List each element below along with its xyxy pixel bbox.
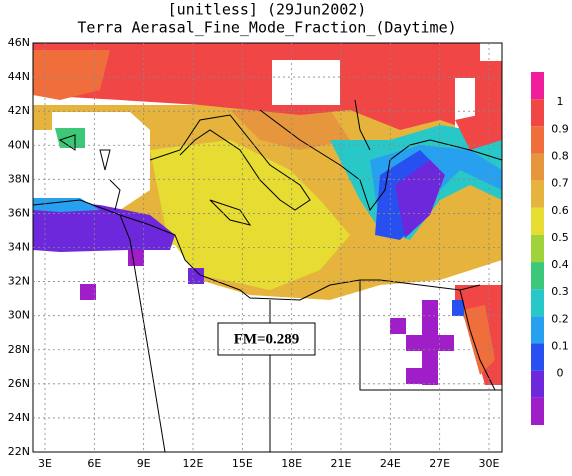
colorbar-label: 0.3 — [551, 285, 569, 298]
colorbar-label: 0.2 — [551, 312, 569, 325]
lon-label: 24E — [380, 457, 401, 470]
lat-label: 40N — [8, 138, 30, 151]
colorbar-label: 0.8 — [551, 149, 569, 162]
colorbar-label: 0.5 — [551, 231, 569, 244]
colorbar-label: 0.4 — [551, 258, 569, 271]
colorbar-swatch — [531, 234, 544, 263]
lat-label: 46N — [8, 36, 30, 49]
colorbar-swatch — [531, 289, 544, 317]
colorbar-swatch — [531, 99, 544, 127]
title: [unitless] (29Jun2002) — [168, 1, 367, 19]
lon-label: 9E — [137, 457, 151, 470]
colorbar-label: 1 — [557, 95, 564, 108]
colorbar-swatch — [531, 180, 544, 208]
lat-label: 26N — [8, 377, 30, 390]
colorbar-swatch — [531, 207, 544, 235]
lon-label: 30E — [479, 457, 500, 470]
lat-label: 36N — [8, 206, 30, 219]
colorbar-swatch — [531, 262, 544, 290]
colorbar-swatch — [531, 126, 544, 154]
lat-label: 28N — [8, 343, 30, 356]
lon-label: 15E — [232, 457, 253, 470]
colorbar: 1 0.9 0.8 0.7 0.6 0.5 0.4 0.3 0.2 0.1 0 — [531, 72, 569, 425]
lat-label: 22N — [8, 445, 30, 458]
lat-label: 34N — [8, 241, 30, 254]
colorbar-label: 0.7 — [551, 177, 569, 190]
lat-label: 24N — [8, 411, 30, 424]
lat-label: 30N — [8, 309, 30, 322]
lon-label: 27E — [429, 457, 450, 470]
lon-label: 21E — [331, 457, 352, 470]
colorbar-label: 0 — [557, 367, 564, 380]
colorbar-swatch — [531, 370, 544, 398]
lat-label: 38N — [8, 172, 30, 185]
colorbar-swatch — [531, 153, 544, 181]
lon-label: 12E — [183, 457, 204, 470]
lat-label: 44N — [8, 70, 30, 83]
colorbar-label: 0.9 — [551, 122, 569, 135]
colorbar-swatch — [531, 72, 544, 100]
lon-label: 6E — [87, 457, 101, 470]
lon-label: 3E — [38, 457, 52, 470]
lon-label: 18E — [281, 457, 302, 470]
colorbar-label: 0.6 — [551, 204, 569, 217]
lat-label: 42N — [8, 104, 30, 117]
colorbar-swatch — [531, 397, 544, 425]
subtitle: Terra Aerasal_Fine_Mode_Fraction_(Daytim… — [77, 19, 456, 37]
lat-label: 32N — [8, 275, 30, 288]
colorbar-label: 0.1 — [551, 340, 569, 353]
colorbar-swatch — [531, 343, 544, 371]
colorbar-swatch — [531, 316, 544, 344]
annotation: FM=0.289 — [234, 331, 300, 347]
